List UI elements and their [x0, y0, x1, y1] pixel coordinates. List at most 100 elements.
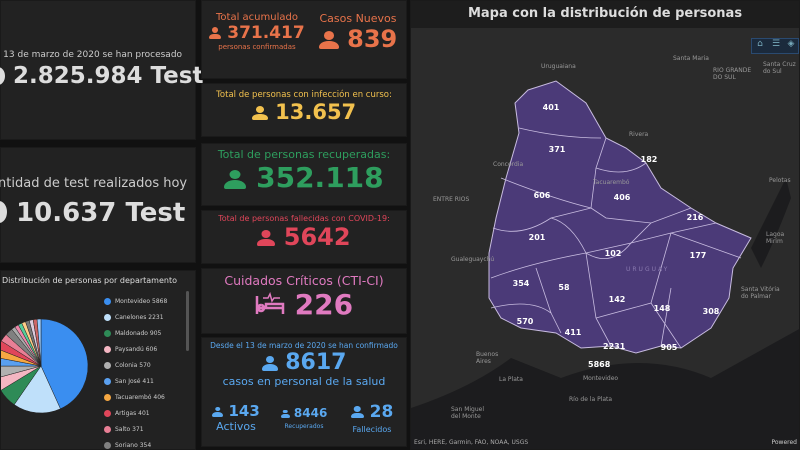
- legend-item[interactable]: Colonia 570: [104, 357, 167, 373]
- legend-item[interactable]: Salto 371: [104, 421, 167, 437]
- legend-label: Salto: [115, 425, 131, 433]
- tests-today-panel: Cantidad de test realizados hoy 10.637 T…: [0, 147, 196, 263]
- legend-label: Colonia: [115, 361, 138, 369]
- tests-today-label: Cantidad de test realizados hoy: [0, 176, 188, 191]
- map-count-label: 142: [608, 295, 626, 304]
- recuperadas-panel: Total de personas recuperadas: 352.118: [201, 143, 407, 206]
- en-curso-panel: Total de personas con infección en curso…: [201, 83, 407, 137]
- legend-swatch: [104, 329, 111, 337]
- pie-slice[interactable]: [13, 365, 61, 414]
- map-canvas[interactable]: [411, 28, 800, 450]
- powered-by[interactable]: Powered: [771, 439, 797, 446]
- map-place-label: Uruguaiana: [541, 63, 576, 70]
- nuevos-title: Casos Nuevos: [319, 12, 397, 25]
- legend-item[interactable]: Soriano 354: [104, 437, 167, 449]
- salud-title: Desde el 13 de marzo de 2020 se han conf…: [210, 341, 398, 350]
- activos-value: 143: [228, 402, 260, 420]
- test-tube-icon: [0, 67, 5, 85]
- legend-label: Canelones: [115, 313, 147, 321]
- legend-swatch: [104, 393, 111, 401]
- legend-item[interactable]: Artigas 401: [104, 405, 167, 421]
- recuperados-label: Recuperados: [284, 423, 324, 430]
- pie-slice[interactable]: [1, 365, 42, 405]
- pie-slice[interactable]: [36, 318, 42, 367]
- legend-swatch: [104, 377, 111, 385]
- map-place-label: Concordia: [493, 161, 524, 168]
- recuperadas-value: 352.118: [256, 161, 384, 194]
- basemap-icon[interactable]: ◈: [784, 39, 798, 53]
- legend-label: Tacuarembó: [115, 393, 152, 401]
- pie-slice[interactable]: [1, 365, 42, 378]
- legend-value: 371: [132, 425, 144, 433]
- legend-swatch: [104, 425, 111, 433]
- legend-swatch: [104, 409, 111, 417]
- legend-item[interactable]: Paysandú 606: [104, 341, 167, 357]
- map-panel: Mapa con la distribución de personas 401…: [410, 0, 800, 450]
- test-tube-icon: [0, 201, 7, 223]
- pie-slice[interactable]: [40, 318, 89, 410]
- tests-total-panel: Desde el 13 de marzo de 2020 se han proc…: [0, 0, 203, 140]
- map-attribution: Esri, HERE, Garmin, FAO, NOAA, USGS: [414, 439, 529, 446]
- recuperados-value: 8446: [293, 406, 328, 420]
- legend-value: 5868: [152, 297, 168, 305]
- legend-swatch: [104, 297, 111, 305]
- map-count-label: 5868: [588, 360, 611, 369]
- cti-title: Cuidados Críticos (CTI-CI): [224, 273, 384, 288]
- fallecidas-value: 5642: [283, 223, 351, 251]
- legend-item[interactable]: San José 411: [104, 373, 167, 389]
- map-count-label: 411: [564, 328, 582, 337]
- map-title: Mapa con la distribución de personas: [411, 1, 799, 28]
- legend-list-icon[interactable]: ☰: [768, 39, 784, 53]
- tests-total-label: Desde el 13 de marzo de 2020 se han proc…: [0, 50, 183, 60]
- map-count-label: 354: [512, 279, 530, 288]
- map-place-label: Santa Vitória do Palmar: [741, 286, 780, 300]
- legend-value: 411: [142, 377, 154, 385]
- legend-value: 905: [149, 329, 162, 337]
- legend-value: 354: [139, 441, 152, 449]
- map-place-label: Tacuarembó: [593, 179, 630, 186]
- tests-today-value: 10.637 Test: [16, 198, 186, 228]
- legend-item[interactable]: Tacuarembó 406: [104, 389, 167, 405]
- map-place-label: RIO GRANDE DO SUL: [713, 67, 752, 81]
- map-count-label: 148: [653, 304, 671, 313]
- map-count-label: 2231: [603, 342, 626, 351]
- pie-chart: [1, 318, 89, 414]
- uruguay-region[interactable]: [488, 80, 752, 354]
- map-count-label: 216: [686, 213, 704, 222]
- map-count-label: 102: [604, 249, 622, 258]
- person-icon: [224, 170, 247, 189]
- acumulado-panel: Total acumulado 371.417 personas confirm…: [201, 0, 407, 79]
- fallecidos-label: Fallecidos: [352, 425, 392, 434]
- fallecidos-value: 28: [369, 402, 394, 422]
- person-icon: [280, 410, 290, 418]
- legend-value: 401: [138, 409, 150, 417]
- legend-swatch: [104, 441, 111, 449]
- legend-item[interactable]: Canelones 2231: [104, 309, 167, 325]
- person-icon: [318, 31, 339, 49]
- map-place-label: Lagoa Mirim: [766, 231, 785, 245]
- en-curso-value: 13.657: [275, 100, 357, 124]
- map-place-label: Montevideo: [583, 375, 619, 382]
- map-place-label: Río de la Plata: [569, 396, 613, 403]
- legend-scrollbar[interactable]: [186, 291, 189, 351]
- salud-value: 8617: [285, 350, 347, 375]
- person-icon: [261, 356, 278, 371]
- cti-value: 226: [294, 288, 354, 321]
- pie-panel: Distribución de personas por departament…: [0, 270, 196, 450]
- person-icon: [257, 230, 276, 246]
- legend-item[interactable]: Montevideo 5868: [104, 293, 167, 309]
- legend: Montevideo 5868 Canelones 2231 Maldonado 9…: [104, 293, 167, 449]
- nuevos-value: 839: [347, 25, 398, 53]
- fallecidas-panel: Total de personas fallecidas con COVID-1…: [201, 210, 407, 264]
- legend-label: Maldonado: [115, 329, 148, 337]
- hospital-bed-icon: [255, 291, 285, 314]
- map-count-label: 308: [702, 307, 720, 316]
- pie-slice[interactable]: [1, 365, 42, 391]
- activos-label: Activos: [216, 420, 256, 433]
- home-icon[interactable]: ⌂: [752, 39, 768, 53]
- legend-item[interactable]: Maldonado 905: [104, 325, 167, 341]
- map-place-label: Pelotas: [769, 177, 791, 184]
- acumulado-title: Total acumulado: [216, 12, 298, 23]
- cti-panel: Cuidados Críticos (CTI-CI) 226: [201, 268, 407, 334]
- map-place-label: Rivera: [629, 131, 649, 138]
